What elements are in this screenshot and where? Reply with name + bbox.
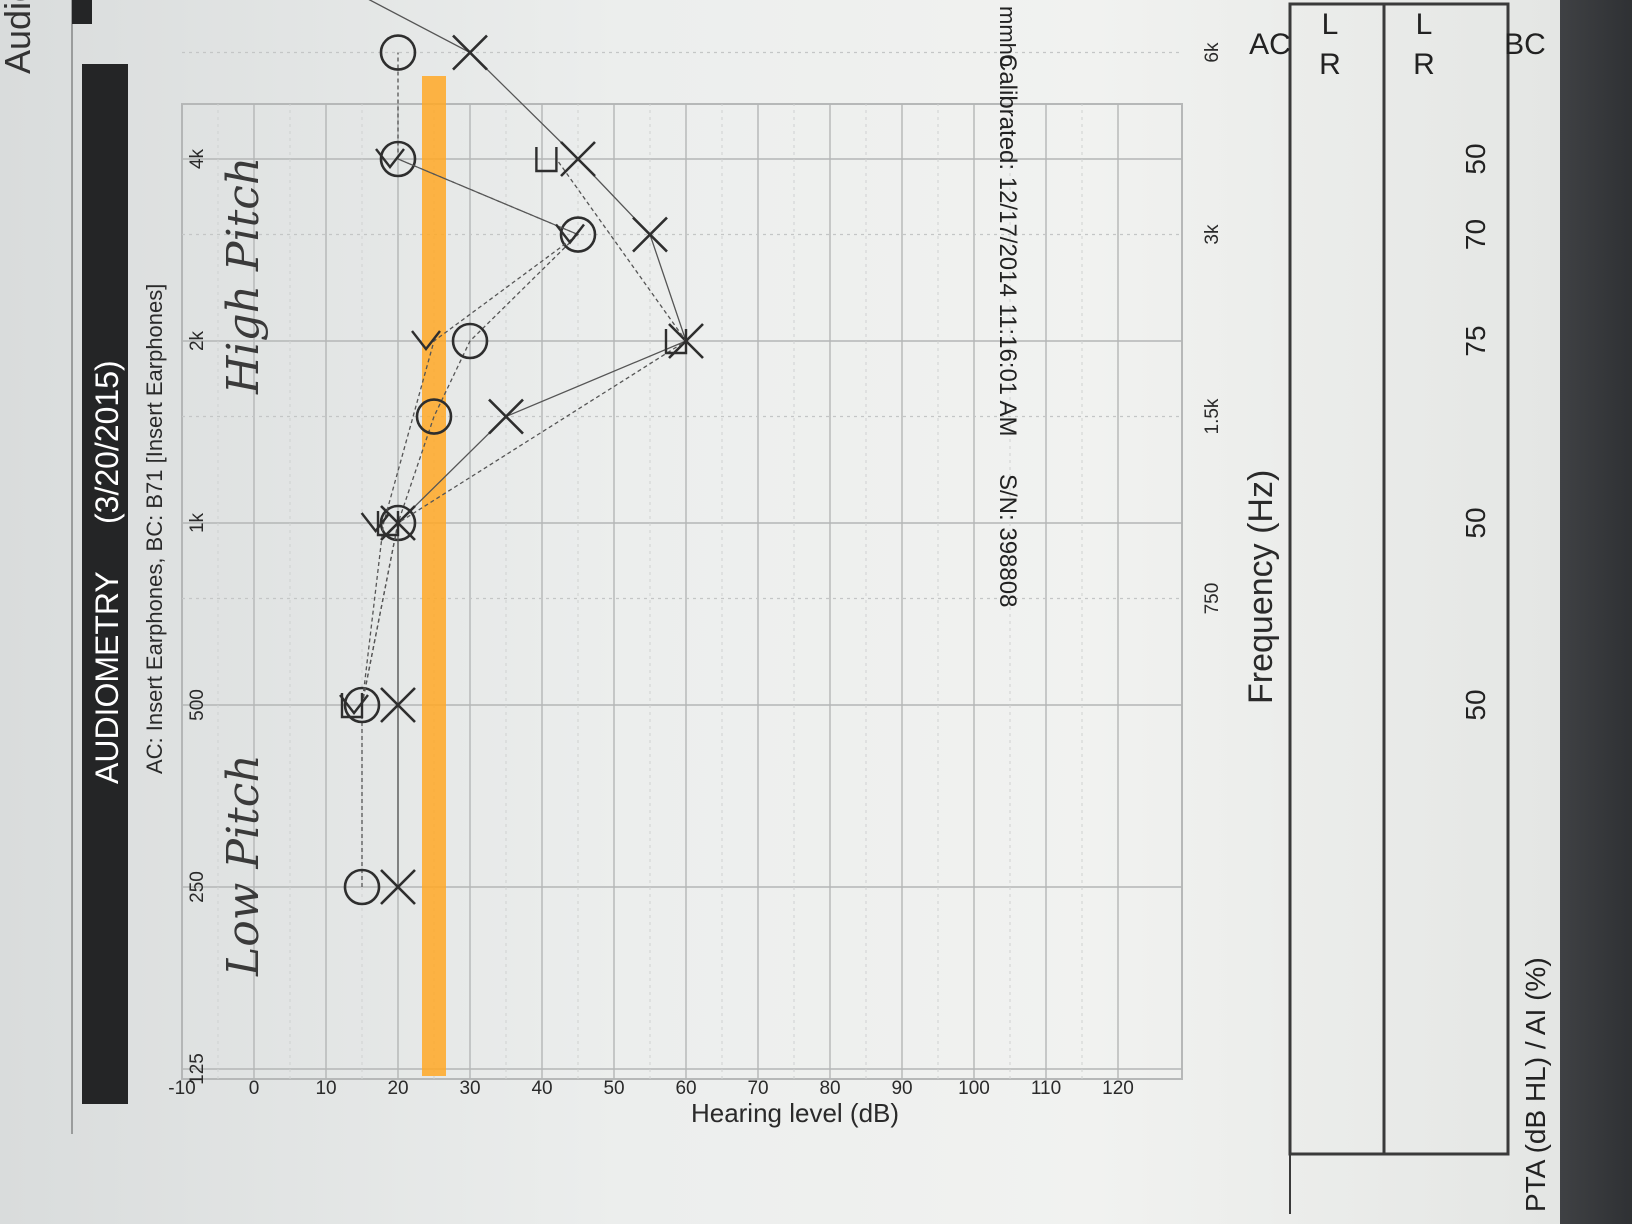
y-tick-label: 110	[1031, 1078, 1061, 1099]
y-tick-label: 90	[891, 1078, 912, 1099]
x-tick-label-top: 125	[187, 1053, 208, 1085]
chart-frame	[181, 103, 1183, 1080]
x-tick-label-bottom: 1.5k	[1202, 398, 1223, 434]
marker-bracket-angle	[360, 512, 391, 533]
table-outer	[1288, 2, 1510, 1156]
x-tick-label-bottom: 3k	[1202, 224, 1223, 245]
section-header-bar	[82, 64, 128, 1104]
y-tick-label: 120	[1102, 1078, 1134, 1099]
marker-bracket-square	[664, 329, 688, 355]
x-tick-label-top: 1k	[187, 512, 208, 533]
x-tick-label-bottom: 750	[1202, 583, 1223, 615]
marker-bracket-angle	[375, 148, 405, 169]
calibration-text: Calibrated: 12/17/2014 11:16:01 AM	[994, 54, 1021, 437]
y-axis-label: Hearing level (dB)	[691, 1098, 899, 1128]
background-edge	[1560, 0, 1632, 1224]
marker-x	[560, 141, 596, 177]
corner-bar	[72, 0, 92, 24]
table-ear-label: L	[1416, 8, 1433, 41]
table-ear-label: L	[1322, 8, 1339, 41]
bc-value: 50	[1460, 507, 1491, 538]
report-scene: Audiologist: Erin Lanning, Au.D. AUDIOME…	[0, 0, 1551, 1214]
x-tick-label-bottom: 6k	[1202, 42, 1223, 63]
marker-bracket-square	[376, 511, 400, 537]
series-line	[361, 158, 687, 706]
y-tick-label: 20	[387, 1078, 408, 1099]
bc-value: 50	[1460, 143, 1491, 174]
series-line	[361, 158, 580, 706]
y-tick-label: 50	[603, 1078, 624, 1099]
y-tick-label: 100	[958, 1078, 990, 1099]
high-pitch-note: High Pitch	[218, 157, 269, 395]
report-paper	[0, 0, 1560, 1224]
bc-value: 50	[1460, 689, 1491, 720]
marker-circle	[343, 686, 381, 724]
x-tick-label-top: 2k	[187, 330, 208, 351]
x-tick-label-top: 4k	[187, 148, 208, 169]
marker-bracket-square	[340, 693, 364, 719]
table-group-label: BC	[1504, 28, 1546, 61]
audiologist-line: Audiologist: Erin Lanning, Au.D.	[0, 0, 38, 74]
rotated-page: Audiologist: Erin Lanning, Au.D. AUDIOME…	[0, 0, 1551, 1214]
marker-bracket-angle	[339, 694, 369, 715]
marker-circle	[415, 398, 453, 435]
y-tick-label: 70	[747, 1078, 768, 1099]
series-group	[325, 0, 704, 906]
section-title: AUDIOMETRY	[89, 571, 125, 784]
marker-x	[380, 869, 416, 905]
highlighter-band	[422, 76, 446, 1076]
low-pitch-note: Low Pitch	[218, 754, 269, 977]
y-tick-label: 10	[315, 1078, 336, 1099]
table-ear-label: R	[1319, 48, 1341, 81]
marker-bracket-angle	[411, 330, 441, 351]
transducer-line: AC: Insert Earphones, BC: B71 [Insert Ea…	[142, 284, 167, 774]
y-tick-label: 60	[675, 1078, 696, 1099]
marker-circle	[451, 322, 489, 360]
x-axis-label: Frequency (Hz)	[1242, 470, 1280, 704]
grid-lines	[181, 51, 1182, 1079]
bc-value: 75	[1460, 325, 1491, 356]
x-tick-label-top: 500	[187, 689, 208, 721]
marker-x	[488, 398, 524, 435]
x-tick-label-top: 250	[187, 871, 208, 903]
marker-bracket-angle	[555, 223, 585, 245]
y-tick-label: 30	[459, 1078, 480, 1099]
y-tick-label: -10	[168, 1078, 195, 1099]
marker-circle	[343, 868, 381, 906]
marker-x	[452, 34, 488, 71]
section-date: (3/20/2015)	[89, 360, 125, 524]
pta-footer: PTA (dB HL) / AI (%)	[1520, 957, 1551, 1212]
marker-bracket-square	[535, 147, 558, 173]
table-group-label: AC	[1249, 28, 1291, 61]
bc-value: 70	[1460, 219, 1491, 250]
bc-left-values: 50 50 75 70 50	[1460, 143, 1491, 720]
y-tick-label: 80	[819, 1078, 840, 1099]
y-tick-label: 0	[249, 1078, 260, 1099]
marker-x	[632, 216, 668, 253]
marker-circle	[379, 140, 417, 178]
marker-x	[380, 687, 416, 723]
y-tick-labels: -10 0 10 20 30 40 50 60 70 80 90 100 110 120	[168, 1078, 1134, 1099]
marker-circle	[379, 34, 417, 71]
unit-block: mmho	[995, 6, 1020, 67]
y-tick-label: 40	[531, 1078, 552, 1099]
marker-circle	[559, 216, 597, 253]
corner-unit: mmho	[995, 6, 1020, 67]
serial-number: S/N: 398808	[994, 474, 1021, 607]
calibration-block: Calibrated: 12/17/2014 11:16:01 AM S/N: …	[994, 54, 1021, 607]
table-ear-label: R	[1413, 48, 1435, 81]
